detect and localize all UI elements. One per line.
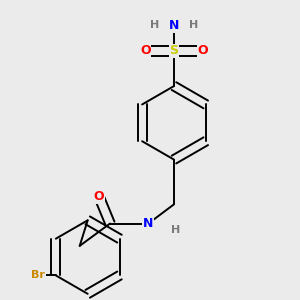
Text: H: H [150, 20, 159, 30]
Text: O: O [140, 44, 151, 57]
Text: H: H [171, 225, 180, 235]
Text: N: N [143, 217, 154, 230]
Text: S: S [169, 44, 178, 57]
Text: Br: Br [31, 270, 45, 280]
Text: O: O [94, 190, 104, 203]
Text: N: N [169, 19, 179, 32]
Text: H: H [188, 20, 198, 30]
Text: O: O [197, 44, 208, 57]
